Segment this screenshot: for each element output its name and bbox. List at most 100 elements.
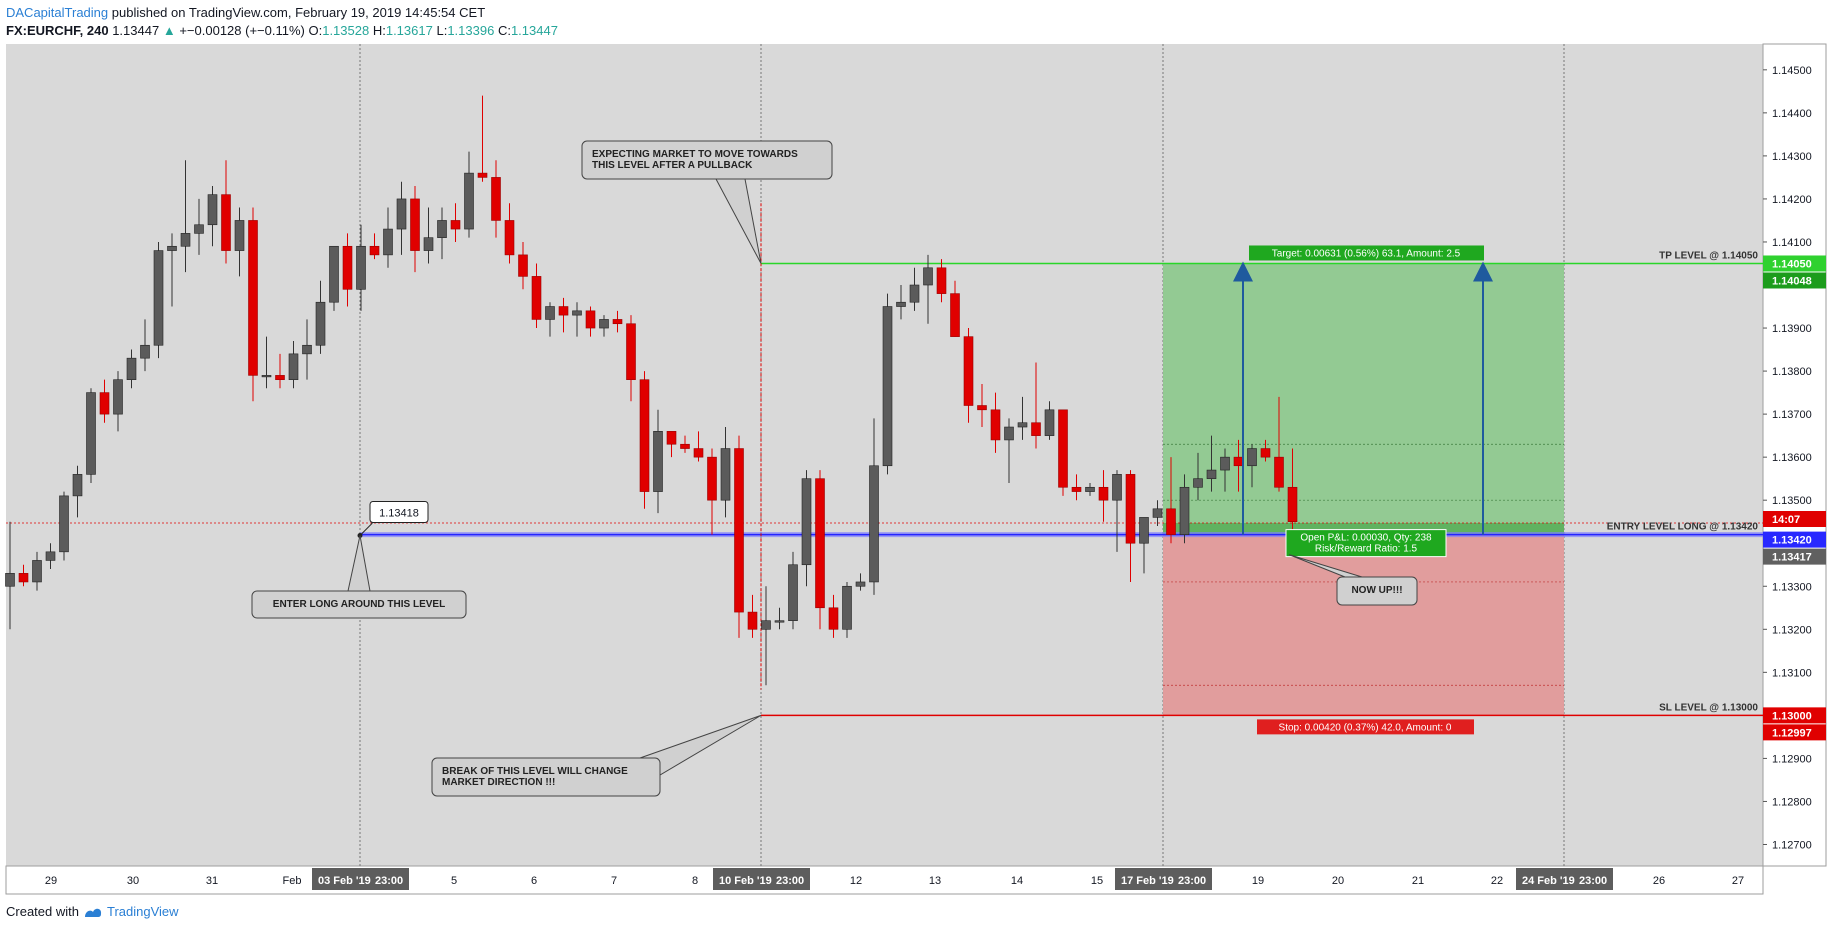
candle xyxy=(1260,439,1271,462)
candle-body xyxy=(1058,409,1068,488)
candle xyxy=(572,302,582,337)
price-badge xyxy=(1763,707,1826,724)
candle xyxy=(1058,409,1068,496)
x-tick-label: 29 xyxy=(45,875,57,887)
y-tick-label: 1.12900 xyxy=(1772,753,1812,765)
candle xyxy=(437,207,447,260)
x-tick-label: 5 xyxy=(451,875,457,887)
candle-body xyxy=(167,245,177,251)
candle xyxy=(302,319,312,380)
candle-body xyxy=(99,392,110,415)
candle-body xyxy=(410,198,420,251)
candle xyxy=(761,586,771,686)
x-tick-label: 30 xyxy=(127,875,139,887)
x-tick-label: 12 xyxy=(850,875,862,887)
candle xyxy=(1152,500,1163,527)
time-badge xyxy=(1115,868,1212,890)
candle xyxy=(909,267,920,311)
close-label: C: xyxy=(497,23,511,38)
callout-break-text: MARKET DIRECTION !!! xyxy=(442,777,555,788)
high-label: H: xyxy=(372,23,386,38)
candle xyxy=(86,388,96,483)
y-tick-label: 1.13900 xyxy=(1772,323,1812,335)
y-tick-label: 1.13600 xyxy=(1772,452,1812,464)
candle xyxy=(1139,517,1149,574)
candle-body xyxy=(140,344,150,359)
tradingview-link[interactable]: TradingView xyxy=(106,904,179,919)
candle-body xyxy=(342,245,353,290)
author-link[interactable]: DACapitalTrading xyxy=(6,5,109,20)
price-badge xyxy=(1763,510,1826,527)
x-tick-label: 8 xyxy=(692,875,698,887)
candle xyxy=(1220,448,1230,492)
published-text: published on TradingView.com, February 1… xyxy=(111,5,486,20)
y-tick-label: 1.13700 xyxy=(1772,409,1812,421)
candle xyxy=(1287,448,1298,544)
candle xyxy=(599,315,609,337)
y-tick-label: 1.12700 xyxy=(1772,839,1812,851)
candle-body xyxy=(1287,486,1298,523)
y-tick-label: 1.14100 xyxy=(1772,237,1812,249)
overlays: Target: 0.00631 (0.56%) 63.1, Amount: 2.… xyxy=(251,140,1493,797)
candle-body xyxy=(369,245,380,256)
candle xyxy=(383,207,393,268)
candle xyxy=(1166,457,1176,544)
candle xyxy=(1004,418,1014,483)
candle-body xyxy=(248,220,258,376)
candle-body xyxy=(774,620,785,623)
y-tick-label: 1.14400 xyxy=(1772,108,1812,120)
candle-body xyxy=(1179,486,1190,535)
time-badge-time: 23:00 xyxy=(1178,875,1206,887)
candle-body xyxy=(45,551,56,561)
time-badge xyxy=(1516,868,1613,890)
candle xyxy=(1017,396,1028,440)
candle xyxy=(950,280,960,337)
candle-body xyxy=(788,564,798,621)
candle xyxy=(221,160,231,264)
x-tick-label: 20 xyxy=(1332,875,1344,887)
candle xyxy=(1071,474,1082,501)
price-badge-label: 1.14050 xyxy=(1772,258,1812,270)
candle xyxy=(882,293,893,475)
candle xyxy=(1125,470,1136,582)
time-badge-date: 24 Feb '19 xyxy=(1522,875,1575,887)
candle-body xyxy=(639,379,650,492)
candle xyxy=(1193,452,1203,501)
candle xyxy=(774,607,785,630)
candle-body xyxy=(59,495,69,553)
candle-body xyxy=(18,573,29,583)
candle xyxy=(666,431,677,458)
candle-body xyxy=(1193,478,1203,488)
candle xyxy=(1274,396,1284,492)
candle-body xyxy=(396,198,407,230)
entry-marker-box xyxy=(369,500,429,523)
candle xyxy=(369,233,380,260)
candle xyxy=(356,224,366,311)
x-tick-label: 7 xyxy=(611,875,617,887)
callout-nowup-box xyxy=(1336,576,1418,606)
symbol-label[interactable]: FX:EURCHF, 240 xyxy=(6,23,109,38)
chart-header: DACapitalTrading published on TradingVie… xyxy=(6,4,558,40)
candle-body xyxy=(869,465,879,583)
target-label-bg xyxy=(1249,245,1484,261)
price-badge-label: 1.13000 xyxy=(1772,710,1812,722)
candle xyxy=(59,491,69,561)
x-tick-label: 15 xyxy=(1091,875,1103,887)
candle-body xyxy=(1139,517,1149,544)
y-tick-label: 1.13500 xyxy=(1772,495,1812,507)
candle xyxy=(680,435,690,453)
candle-body xyxy=(936,267,947,294)
candle xyxy=(977,383,987,428)
price-badge-label: 1.13420 xyxy=(1772,535,1812,547)
candle xyxy=(248,207,258,402)
candle xyxy=(1031,362,1041,449)
candle xyxy=(626,315,636,402)
candle xyxy=(342,233,353,307)
candle xyxy=(167,233,177,307)
y-tick-label: 1.13200 xyxy=(1772,624,1812,636)
time-axis[interactable] xyxy=(5,865,1764,895)
candle xyxy=(693,431,704,462)
position-zones xyxy=(1163,263,1564,716)
